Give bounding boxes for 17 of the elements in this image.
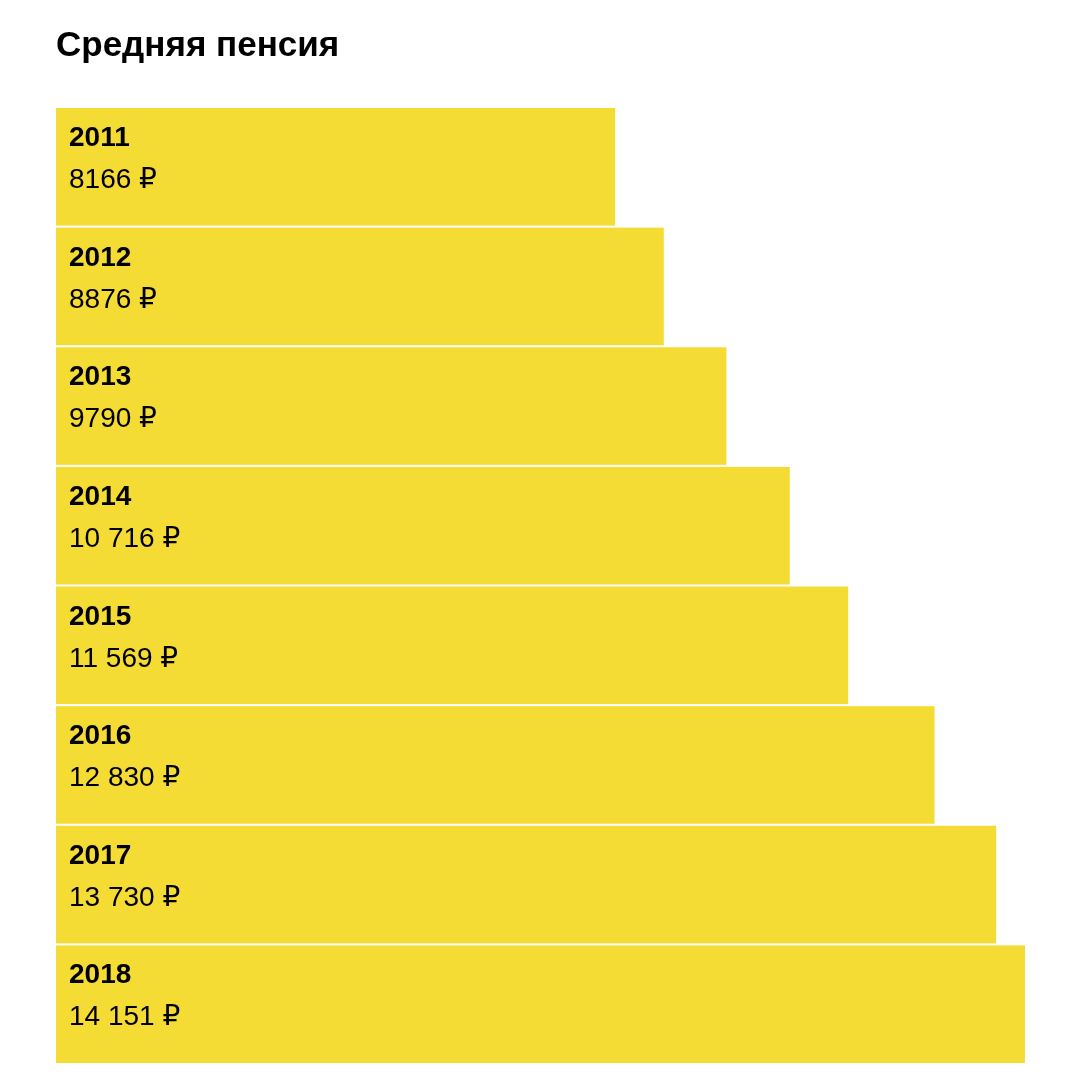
data-label: 11 569 ₽ <box>69 641 179 673</box>
y-tick-label: 2012 <box>69 240 132 272</box>
y-tick-label: 2014 <box>69 479 132 511</box>
y-tick-label: 2013 <box>69 360 132 392</box>
y-tick-label: 2018 <box>69 958 132 990</box>
y-tick-label: 2017 <box>69 838 132 870</box>
data-label: 9790 ₽ <box>69 402 157 434</box>
y-tick-label: 2015 <box>69 599 132 631</box>
data-label: 8876 ₽ <box>69 282 157 314</box>
data-label: 14 151 ₽ <box>69 1000 181 1032</box>
y-tick-label: 2011 <box>69 121 130 152</box>
chart-title: Средняя пенсия <box>56 24 340 63</box>
data-label: 10 716 ₽ <box>69 521 181 553</box>
y-tick-label: 2016 <box>69 719 132 751</box>
data-label: 8166 ₽ <box>69 163 157 194</box>
data-label: 13 730 ₽ <box>69 880 181 912</box>
data-label: 12 830 ₽ <box>69 761 181 793</box>
